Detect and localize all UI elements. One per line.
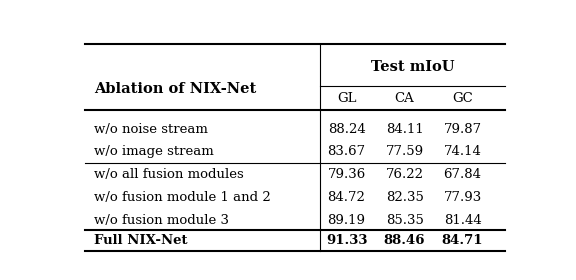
Text: 91.33: 91.33 [326,234,367,247]
Text: 77.93: 77.93 [444,191,482,204]
Text: GC: GC [452,92,473,105]
Text: 84.72: 84.72 [328,191,366,204]
Text: 82.35: 82.35 [385,191,423,204]
Text: 77.59: 77.59 [385,144,423,158]
Text: w/o image stream: w/o image stream [94,144,214,158]
Text: w/o fusion module 3: w/o fusion module 3 [94,214,229,227]
Text: w/o fusion module 1 and 2: w/o fusion module 1 and 2 [94,191,271,204]
Text: Test mIoU: Test mIoU [370,60,454,74]
Text: 74.14: 74.14 [444,144,482,158]
Text: 88.46: 88.46 [384,234,425,247]
Text: w/o all fusion modules: w/o all fusion modules [94,168,244,181]
Text: 84.11: 84.11 [386,123,423,136]
Text: 89.19: 89.19 [328,214,366,227]
Text: 79.36: 79.36 [327,168,366,181]
Text: GL: GL [337,92,357,105]
Text: CA: CA [395,92,415,105]
Text: 88.24: 88.24 [328,123,365,136]
Text: 85.35: 85.35 [385,214,423,227]
Text: 81.44: 81.44 [444,214,482,227]
Text: Ablation of NIX-Net: Ablation of NIX-Net [94,81,256,95]
Text: 79.87: 79.87 [444,123,482,136]
Text: 83.67: 83.67 [328,144,366,158]
Text: Full NIX-Net: Full NIX-Net [94,234,188,247]
Text: 67.84: 67.84 [444,168,482,181]
Text: w/o noise stream: w/o noise stream [94,123,208,136]
Text: 84.71: 84.71 [442,234,483,247]
Text: 76.22: 76.22 [385,168,423,181]
